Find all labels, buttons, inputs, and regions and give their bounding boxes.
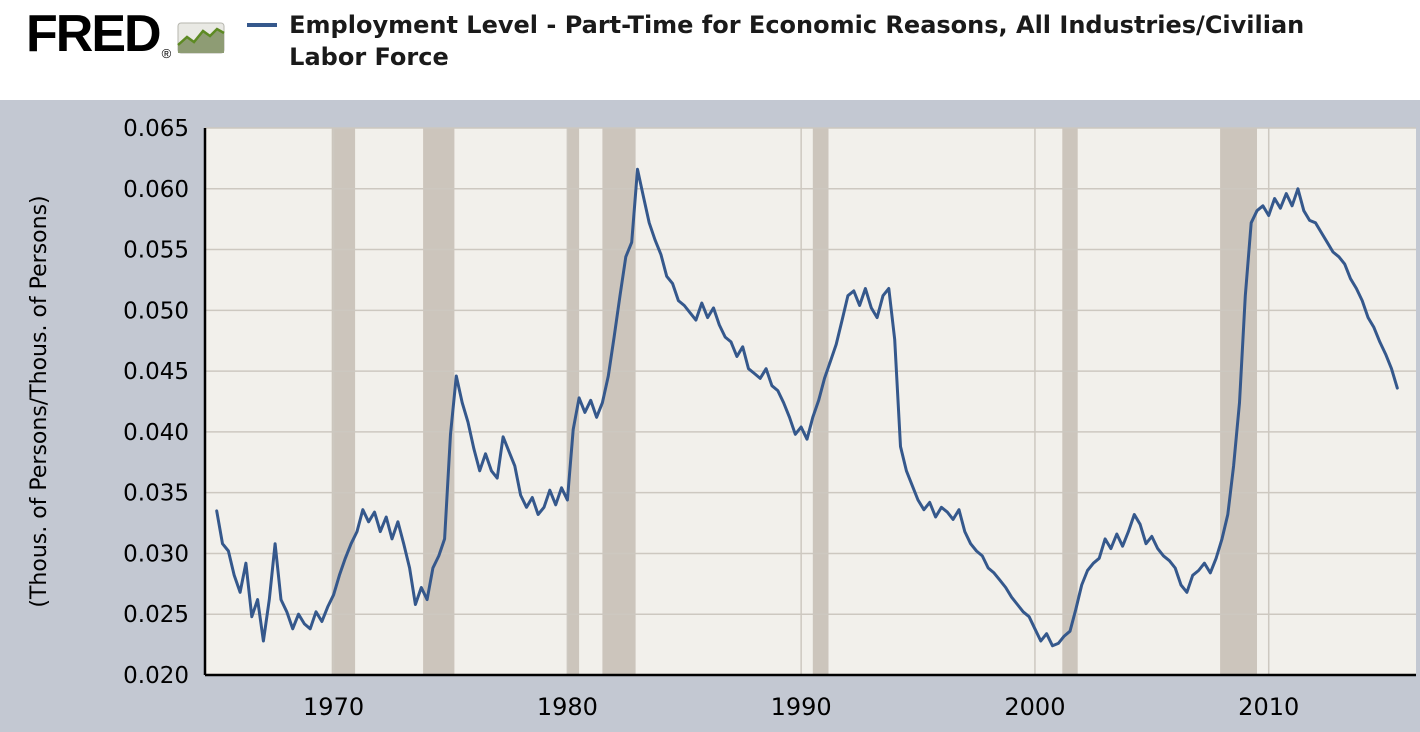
chart-canvas: (Thous. of Persons/Thous. of Persons) 0.… (27, 116, 1416, 721)
x-tick-label: 1970 (303, 693, 364, 721)
x-tick-label: 1980 (537, 693, 598, 721)
recession-band (423, 128, 455, 675)
x-tick-label: 2000 (1004, 693, 1065, 721)
recession-band (1062, 128, 1078, 675)
y-tick-label: 0.050 (123, 298, 189, 324)
x-tick-label: 2010 (1238, 693, 1299, 721)
fred-sparkline-icon (177, 22, 225, 54)
recession-band (812, 128, 829, 675)
recession-band (331, 128, 356, 675)
registered-trademark-mark: ® (161, 46, 172, 61)
y-tick-label: 0.055 (123, 238, 189, 264)
y-tick-label: 0.035 (123, 481, 189, 507)
data-line (215, 167, 1399, 648)
y-tick-label: 0.060 (123, 177, 189, 203)
y-tick-label: 0.030 (123, 541, 189, 567)
recession-band (602, 128, 636, 675)
x-tick-label: 1990 (771, 693, 832, 721)
y-tick-label: 0.045 (123, 359, 189, 385)
recession-band (567, 128, 580, 675)
y-tick-label: 0.025 (123, 602, 189, 628)
legend-line-swatch (247, 23, 278, 27)
chart-header: FRED ® Employment Level - Part-Time for … (0, 0, 1420, 100)
fred-logo: FRED ® (26, 5, 225, 63)
fred-logo-text: FRED (26, 5, 162, 63)
chart-title: Employment Level - Part-Time for Economi… (289, 11, 1305, 71)
y-tick-label: 0.020 (123, 663, 189, 689)
chart-region: (Thous. of Persons/Thous. of Persons) 0.… (0, 100, 1420, 732)
chart-legend: Employment Level - Part-Time for Economi… (247, 10, 1389, 73)
plot-area (205, 128, 1416, 675)
y-tick-label: 0.040 (123, 420, 189, 446)
y-axis-title: (Thous. of Persons/Thous. of Persons) (27, 195, 52, 607)
y-tick-label: 0.065 (123, 116, 189, 142)
